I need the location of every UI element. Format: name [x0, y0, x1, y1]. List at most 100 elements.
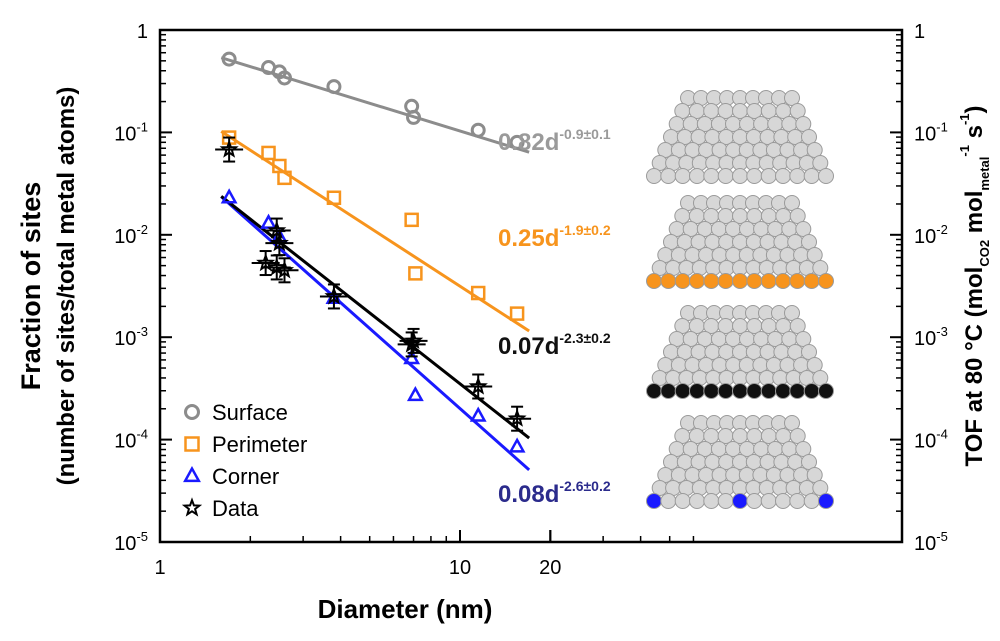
cluster-atom	[772, 370, 789, 386]
surface-sites-cluster	[646, 90, 834, 184]
cluster-atom	[775, 383, 791, 399]
fit-label-exponent: -0.9±0.1	[559, 126, 610, 142]
surface-point	[470, 122, 486, 138]
y2-label-sub1: CO2	[977, 240, 992, 267]
perimeter-sites-cluster	[646, 195, 834, 289]
cluster-atom	[703, 383, 720, 399]
cluster-atom	[689, 273, 705, 289]
fit-label-base: 0.82d	[498, 129, 559, 156]
cluster-atom	[775, 168, 791, 184]
y2-label-sup: -1	[957, 145, 972, 157]
fit-label-data: 0.07d-2.3±0.2	[498, 330, 611, 360]
y-tick-exponent: -3	[136, 324, 148, 339]
legend-marker-surface	[184, 404, 200, 420]
cluster-atom	[689, 168, 705, 184]
y2-label-sub2: metal	[977, 157, 992, 191]
fit-line-corner	[220, 195, 531, 472]
cluster-atom	[732, 168, 748, 184]
fit-labels: 0.82d-0.9±0.10.25d-1.9±0.20.08d-2.6±0.20…	[498, 126, 611, 508]
legend-label-surface: Surface	[212, 400, 288, 425]
cluster-atom	[775, 273, 791, 289]
data-point-star	[274, 260, 295, 279]
cluster-atom	[760, 273, 777, 289]
corner-point	[469, 406, 487, 422]
cluster-atom	[703, 493, 720, 509]
y-tick-label-right: 10-2	[914, 222, 948, 248]
cluster-atom	[789, 168, 806, 184]
cluster-atom	[818, 273, 834, 289]
cluster-atom	[691, 480, 708, 496]
y-tick-label-right: 1	[914, 21, 925, 43]
fit-label-base: 0.07d	[498, 333, 559, 360]
cluster-atom	[775, 493, 791, 509]
y-tick-base: 10	[114, 226, 136, 248]
x-tick-label: 1	[154, 557, 165, 579]
cluster-atom	[689, 383, 705, 399]
x-tick-label: 10	[449, 557, 471, 579]
cluster-atom	[660, 273, 677, 289]
y-axis-label-line2: (number of sites/total metal atoms)	[53, 87, 80, 486]
legend: Surface Perimeter Corner Data	[181, 400, 307, 521]
cluster-atom	[818, 168, 834, 184]
cluster-atom	[703, 168, 720, 184]
cluster-atom	[789, 383, 806, 399]
y-tick-exponent: -1	[136, 119, 148, 134]
y-tick-base: 10	[914, 328, 936, 350]
cluster-atom	[772, 260, 789, 276]
data-point-group	[464, 373, 493, 400]
data-point-group	[262, 217, 291, 244]
cluster-atom	[674, 383, 691, 399]
legend-marker-perimeter	[184, 436, 200, 452]
cluster-atom	[646, 493, 662, 509]
data-point-star	[267, 220, 287, 239]
y2-label-main: TOF at 80 °C (mol	[961, 267, 988, 467]
fit-label-exponent: -2.3±0.2	[559, 330, 610, 346]
perimeter-point	[261, 145, 276, 161]
cluster-atom	[760, 493, 777, 509]
cluster-atom	[691, 370, 708, 386]
y-tick-base: 10	[914, 123, 936, 145]
cluster-atom	[732, 493, 748, 509]
y-tick-exponent: -1	[936, 119, 948, 134]
cluster-atom	[689, 493, 705, 509]
cluster-atom	[674, 273, 691, 289]
data-point-star	[468, 376, 488, 395]
surface-point	[326, 79, 342, 95]
cluster-atom	[646, 168, 662, 184]
cluster-atom	[732, 273, 748, 289]
perimeter-point	[470, 285, 486, 301]
y-tick-base: 1	[914, 21, 925, 43]
cluster-atom	[732, 383, 748, 399]
cluster-atom	[746, 168, 763, 184]
y-tick-label-right: 10-1	[914, 119, 948, 145]
fit-line-surface	[220, 56, 530, 154]
data-point-group	[503, 405, 532, 432]
legend-marker-data	[181, 497, 203, 517]
legend-label-corner: Corner	[212, 464, 279, 489]
legend-label-perimeter: Perimeter	[212, 432, 307, 457]
cluster-atom	[789, 273, 806, 289]
y-tick-label-left: 10-1	[114, 119, 148, 145]
y2-label-sup2: -1	[957, 113, 972, 125]
y-tick-base: 10	[114, 123, 136, 145]
surface-point	[509, 134, 525, 150]
y-tick-exponent: -3	[936, 324, 948, 339]
data-points	[215, 51, 532, 453]
y-tick-exponent: -4	[936, 427, 948, 442]
data-point-star	[507, 408, 527, 427]
y-tick-base: 10	[914, 226, 936, 248]
cluster-atom	[803, 273, 820, 289]
perimeter-point	[408, 266, 423, 281]
cluster-atom	[803, 383, 820, 399]
y-tick-base: 10	[114, 533, 136, 555]
cluster-atom	[803, 168, 820, 184]
cluster-atom	[646, 273, 662, 289]
surface-point	[406, 109, 422, 125]
y-tick-label-right: 10-4	[914, 427, 948, 453]
y2-axis-label: TOF at 80 °C (molCO2 molmetal -1 s-1)	[957, 105, 992, 466]
cluster-atom	[760, 383, 777, 399]
data-point-group	[251, 250, 280, 277]
y-tick-base: 10	[914, 533, 936, 555]
data-point-group	[399, 327, 428, 354]
